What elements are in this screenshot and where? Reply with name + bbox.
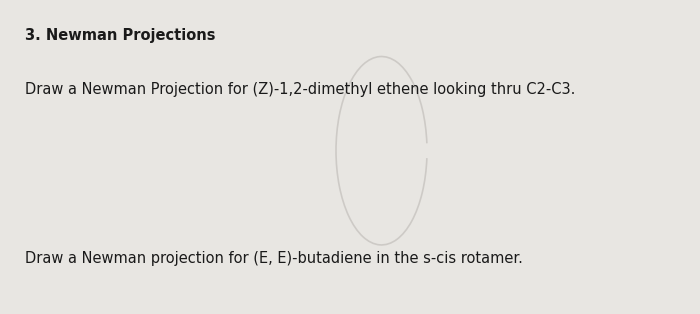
- Text: Draw a Newman projection for (E, E)-butadiene in the s-cis rotamer.: Draw a Newman projection for (E, E)-buta…: [25, 251, 522, 266]
- Text: Draw a Newman Projection for (Z)-1,2-dimethyl ethene looking thru C2-C3.: Draw a Newman Projection for (Z)-1,2-dim…: [25, 82, 575, 97]
- Text: 3. Newman Projections: 3. Newman Projections: [25, 28, 215, 43]
